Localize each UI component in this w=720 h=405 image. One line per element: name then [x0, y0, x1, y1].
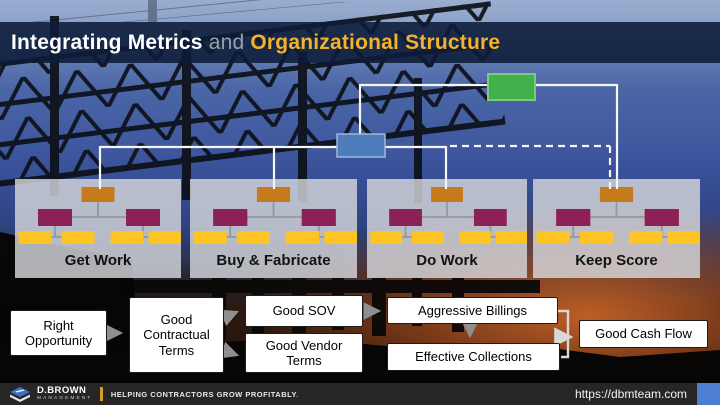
- team-box: [536, 231, 570, 244]
- dept-label: Get Work: [64, 252, 132, 269]
- dept-label: Buy & Fabricate: [216, 252, 331, 269]
- supervisor-box: [389, 209, 422, 226]
- team-box: [411, 231, 444, 244]
- supervisor-box: [644, 209, 679, 226]
- flow-box-effective-collections: Effective Collections: [387, 343, 560, 371]
- brand-subtitle: MANAGEMENT: [37, 396, 93, 401]
- flow-box-good-vendor-terms: Good Vendor Terms: [245, 333, 363, 373]
- arrow-terms-to-sov: [219, 309, 240, 327]
- team-box: [579, 231, 613, 244]
- footer-bar: D.BROWN MANAGEMENT HELPING CONTRACTORS G…: [0, 383, 720, 405]
- supervisor-box: [38, 209, 72, 226]
- brand-name: D.BROWN: [37, 385, 87, 396]
- org-chart-mini: [536, 187, 700, 244]
- dept-panel-keep-score: Keep Score: [533, 179, 700, 278]
- manager-box: [336, 133, 386, 158]
- flow-box-good-contractual-terms: Good Contractual Terms: [129, 297, 224, 373]
- flow-box-aggressive-billings: Aggressive Billings: [387, 297, 558, 324]
- supervisor-box: [126, 209, 160, 226]
- team-box: [370, 231, 403, 244]
- team-box: [667, 231, 700, 244]
- team-box: [236, 231, 270, 244]
- flow-box-right-opportunity: Right Opportunity: [10, 310, 107, 356]
- footer-url: https://dbmteam.com: [574, 387, 687, 401]
- dbrown-logo-icon: [10, 387, 30, 402]
- flow-box-good-sov: Good SOV: [245, 295, 363, 327]
- team-box: [459, 231, 491, 244]
- dept-panel-get-work: Get Work: [15, 179, 181, 278]
- dept-head-box: [599, 187, 634, 202]
- title-part-structure: Organizational Structure: [250, 30, 501, 54]
- dept-panel-buy-fabricate: Buy & Fabricate: [190, 179, 357, 278]
- supervisor-box: [213, 209, 248, 226]
- team-box: [148, 231, 181, 244]
- flow-box-good-cash-flow: Good Cash Flow: [579, 320, 708, 348]
- dept-head-box: [431, 187, 463, 202]
- team-box: [286, 231, 320, 244]
- arrow-terms-to-vendor: [219, 341, 240, 359]
- executive-box: [487, 73, 536, 101]
- org-chart-mini: [370, 187, 527, 244]
- org-chart-mini: [18, 187, 181, 244]
- dept-head-box: [256, 187, 291, 202]
- brand-text: D.BROWN MANAGEMENT: [37, 386, 92, 402]
- org-chart-mini: [193, 187, 357, 244]
- title-part-metrics: Integrating Metrics: [11, 30, 203, 54]
- team-box: [629, 231, 663, 244]
- supervisor-box: [301, 209, 336, 226]
- footer-divider: [100, 387, 103, 401]
- team-box: [110, 231, 144, 244]
- dept-panel-do-work: Do Work: [367, 179, 527, 278]
- footer-tagline: HELPING CONTRACTORS GROW PROFITABLY.: [110, 389, 299, 399]
- footer-accent-square: [697, 383, 720, 405]
- title-part-and: and: [202, 30, 251, 54]
- supervisor-box: [473, 209, 507, 226]
- dept-head-box: [81, 187, 115, 202]
- team-box: [18, 231, 52, 244]
- dept-label: Keep Score: [575, 252, 658, 269]
- supervisor-box: [556, 209, 591, 226]
- team-box: [324, 231, 357, 244]
- team-box: [495, 231, 527, 244]
- team-box: [61, 231, 95, 244]
- team-box: [193, 231, 227, 244]
- dept-label: Do Work: [416, 252, 478, 269]
- title-bar: Integrating Metrics and Organizational S…: [0, 22, 720, 63]
